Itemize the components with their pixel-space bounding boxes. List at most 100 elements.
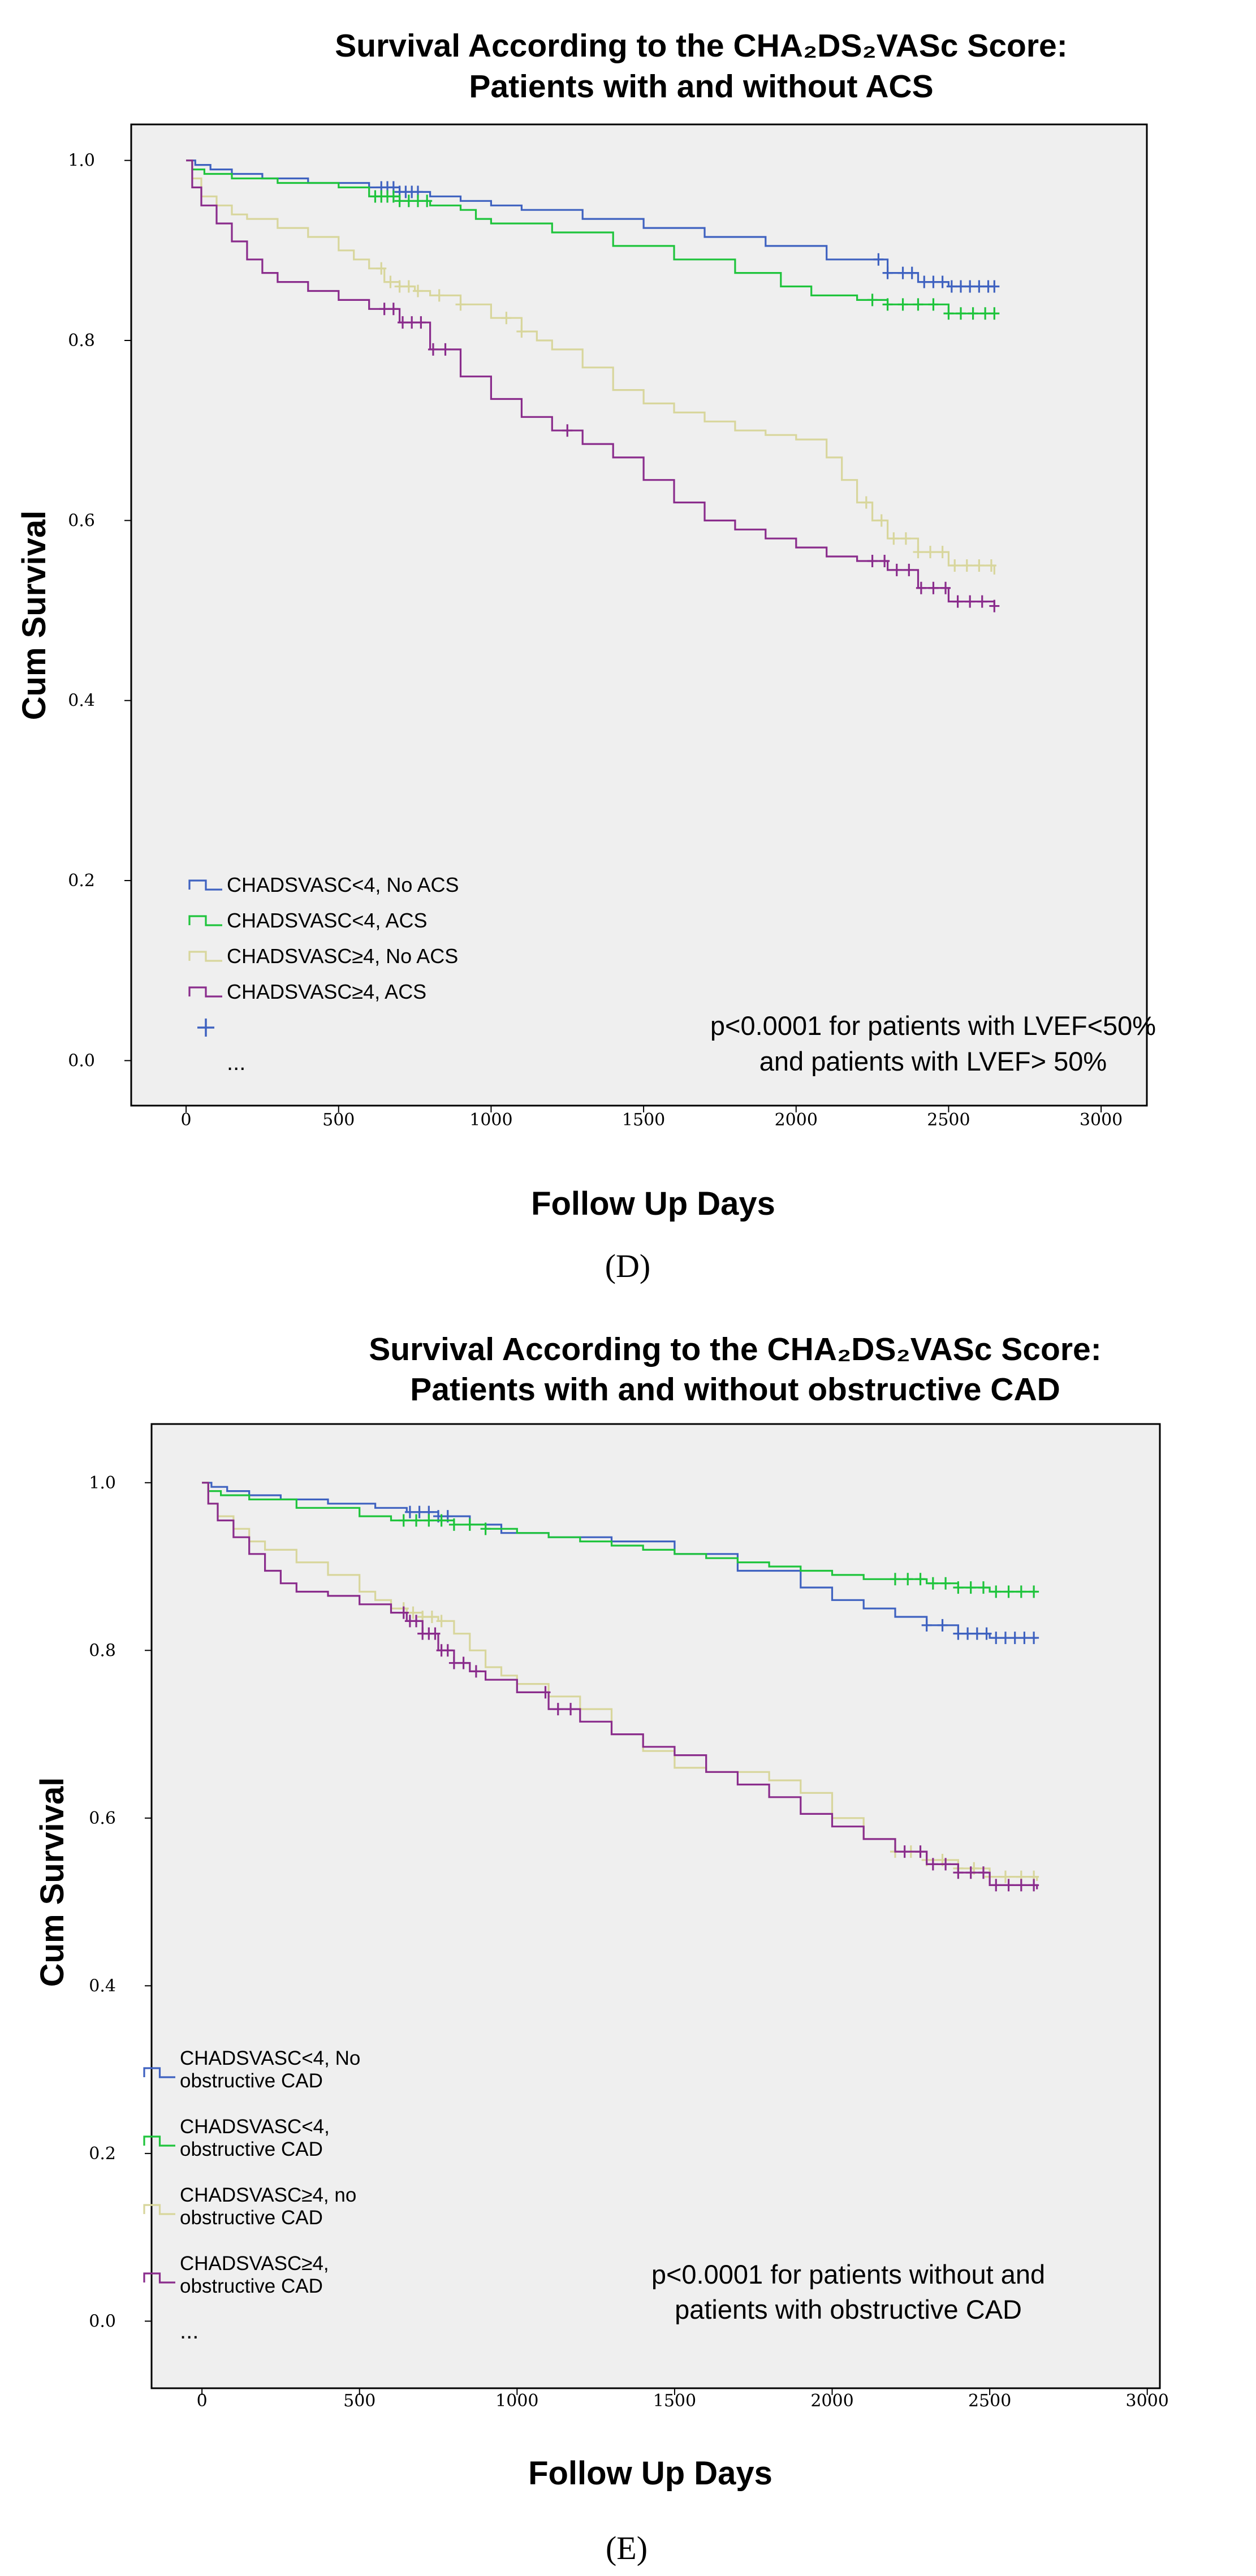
x-tick-label: 1000	[495, 2391, 538, 2411]
censor-mark	[980, 307, 991, 320]
censor-mark	[989, 307, 1000, 320]
censor-mark	[388, 190, 399, 203]
x-tick-label: 3000	[1080, 1110, 1123, 1130]
censor-mark	[422, 195, 433, 208]
censor-mark	[977, 595, 987, 608]
y-tick-label: 0.8	[89, 1641, 116, 1660]
censor-mark	[1019, 1632, 1030, 1645]
censor-mark	[965, 595, 976, 608]
censor-mark	[464, 1518, 475, 1531]
censor-mark	[937, 1619, 948, 1632]
censor-mark	[925, 546, 936, 559]
censor-mark	[974, 280, 985, 293]
censor-mark	[915, 1845, 926, 1858]
censor-mark	[962, 1627, 973, 1640]
censor-mark	[1016, 1879, 1026, 1892]
censor-mark	[965, 280, 976, 293]
censor-mark	[426, 1611, 437, 1623]
legend-ellipsis: ...	[180, 2319, 198, 2344]
censor-mark	[403, 195, 414, 208]
censor-mark	[913, 546, 923, 559]
censor-mark	[940, 1858, 951, 1871]
censor-mark	[861, 496, 871, 509]
censor-mark	[1003, 1879, 1014, 1892]
censor-mark	[952, 595, 963, 608]
censor-mark	[978, 1866, 989, 1879]
censor-mark	[891, 563, 902, 576]
chart-title-line2: Patients with and without ACS	[469, 68, 933, 105]
censor-mark	[897, 266, 908, 279]
censor-mark	[940, 1577, 951, 1590]
censor-mark	[888, 532, 899, 545]
chart-title-line1: Survival According to the CHA₂DS₂VASc Sc…	[369, 1331, 1101, 1367]
censor-mark	[416, 316, 426, 329]
censor-mark	[1000, 1870, 1011, 1883]
censor-mark	[928, 298, 939, 311]
censor-mark	[1016, 1585, 1026, 1598]
y-tick-label: 0.6	[68, 511, 95, 530]
censor-mark	[928, 581, 939, 594]
x-tick-label: 2000	[775, 1110, 818, 1130]
censor-mark	[907, 266, 917, 279]
censor-mark	[972, 1627, 982, 1640]
censor-mark	[890, 1573, 900, 1586]
survival-curve-series-3	[186, 159, 995, 575]
censor-mark	[388, 303, 399, 316]
y-tick-label: 0.6	[89, 1809, 116, 1828]
x-tick-label: 1000	[469, 1110, 512, 1130]
y-tick-label: 0.0	[89, 2311, 116, 2331]
plot-area	[130, 123, 1148, 1107]
censor-mark	[480, 1522, 491, 1535]
axis-ticks: 0 500 1000 1500 2000 2500 3000 0.0 0.2 0.4 0.6 0.8 1…	[89, 1473, 1169, 2411]
censor-mark	[989, 599, 1000, 612]
censor-mark	[937, 275, 948, 288]
censor-mark	[407, 316, 417, 329]
censor-mark	[448, 1656, 459, 1669]
legend-swatch	[188, 915, 222, 926]
chart-title-line1: Survival According to the CHA₂DS₂VASc Sc…	[335, 28, 1067, 64]
legend-swatch	[143, 2067, 175, 2078]
legend-label: obstructive CAD	[180, 2070, 323, 2092]
censor-mark	[455, 298, 466, 311]
survival-curve-series-2	[186, 159, 995, 314]
censor-mark	[949, 559, 960, 572]
censor-mark	[882, 298, 893, 311]
y-tick-label: 1.0	[68, 151, 95, 171]
y-tick-label: 0.8	[68, 331, 95, 351]
censor-mark	[953, 1627, 964, 1640]
censor-mark	[1003, 1585, 1014, 1598]
chart-title-line2: Patients with and without obstructive CA…	[410, 1371, 1060, 1408]
censor-mark	[965, 1581, 976, 1594]
censor-mark	[873, 253, 884, 266]
censor-mark	[928, 275, 939, 288]
x-tick-label: 500	[322, 1110, 355, 1130]
survival-curve-series-4	[202, 1482, 1038, 1889]
censor-mark	[978, 1581, 989, 1594]
censor-mark	[394, 280, 405, 293]
y-tick-label: 0.4	[89, 1976, 116, 1996]
legend-label: CHADSVASC<4, ACS	[227, 909, 427, 932]
legend: CHADSVASC<4, No ACS CHADSVASC<4, ACS CHADS…	[188, 873, 459, 1075]
legend-censor-symbol	[197, 1019, 214, 1037]
censor-mark	[916, 581, 926, 594]
legend-label: CHADSVASC<4, No ACS	[227, 873, 459, 896]
censor-mark	[436, 1615, 447, 1628]
x-tick-label: 1500	[653, 2391, 696, 2411]
p-value-annotation-line2: patients with obstructive CAD	[675, 2294, 1022, 2324]
censor-mark	[991, 1879, 1002, 1892]
x-tick-label: 500	[343, 2391, 375, 2411]
censor-mark	[434, 289, 444, 302]
censor-mark	[919, 275, 930, 288]
censor-mark	[566, 1703, 576, 1716]
censor-mark	[927, 1577, 938, 1590]
legend-label: CHADSVASC<4, No	[180, 2047, 360, 2069]
censor-mark	[440, 343, 451, 356]
chart-panel-d: Survival According to the CHA₂DS₂VASc Sc…	[16, 28, 1156, 1284]
censor-mark	[937, 546, 948, 559]
x-tick-label: 3000	[1126, 2391, 1169, 2411]
censor-mark	[1009, 1632, 1020, 1645]
legend-label: CHADSVASC≥4,	[180, 2253, 329, 2275]
censor-mark	[991, 1632, 1002, 1645]
y-tick-label: 0.2	[89, 2144, 116, 2164]
